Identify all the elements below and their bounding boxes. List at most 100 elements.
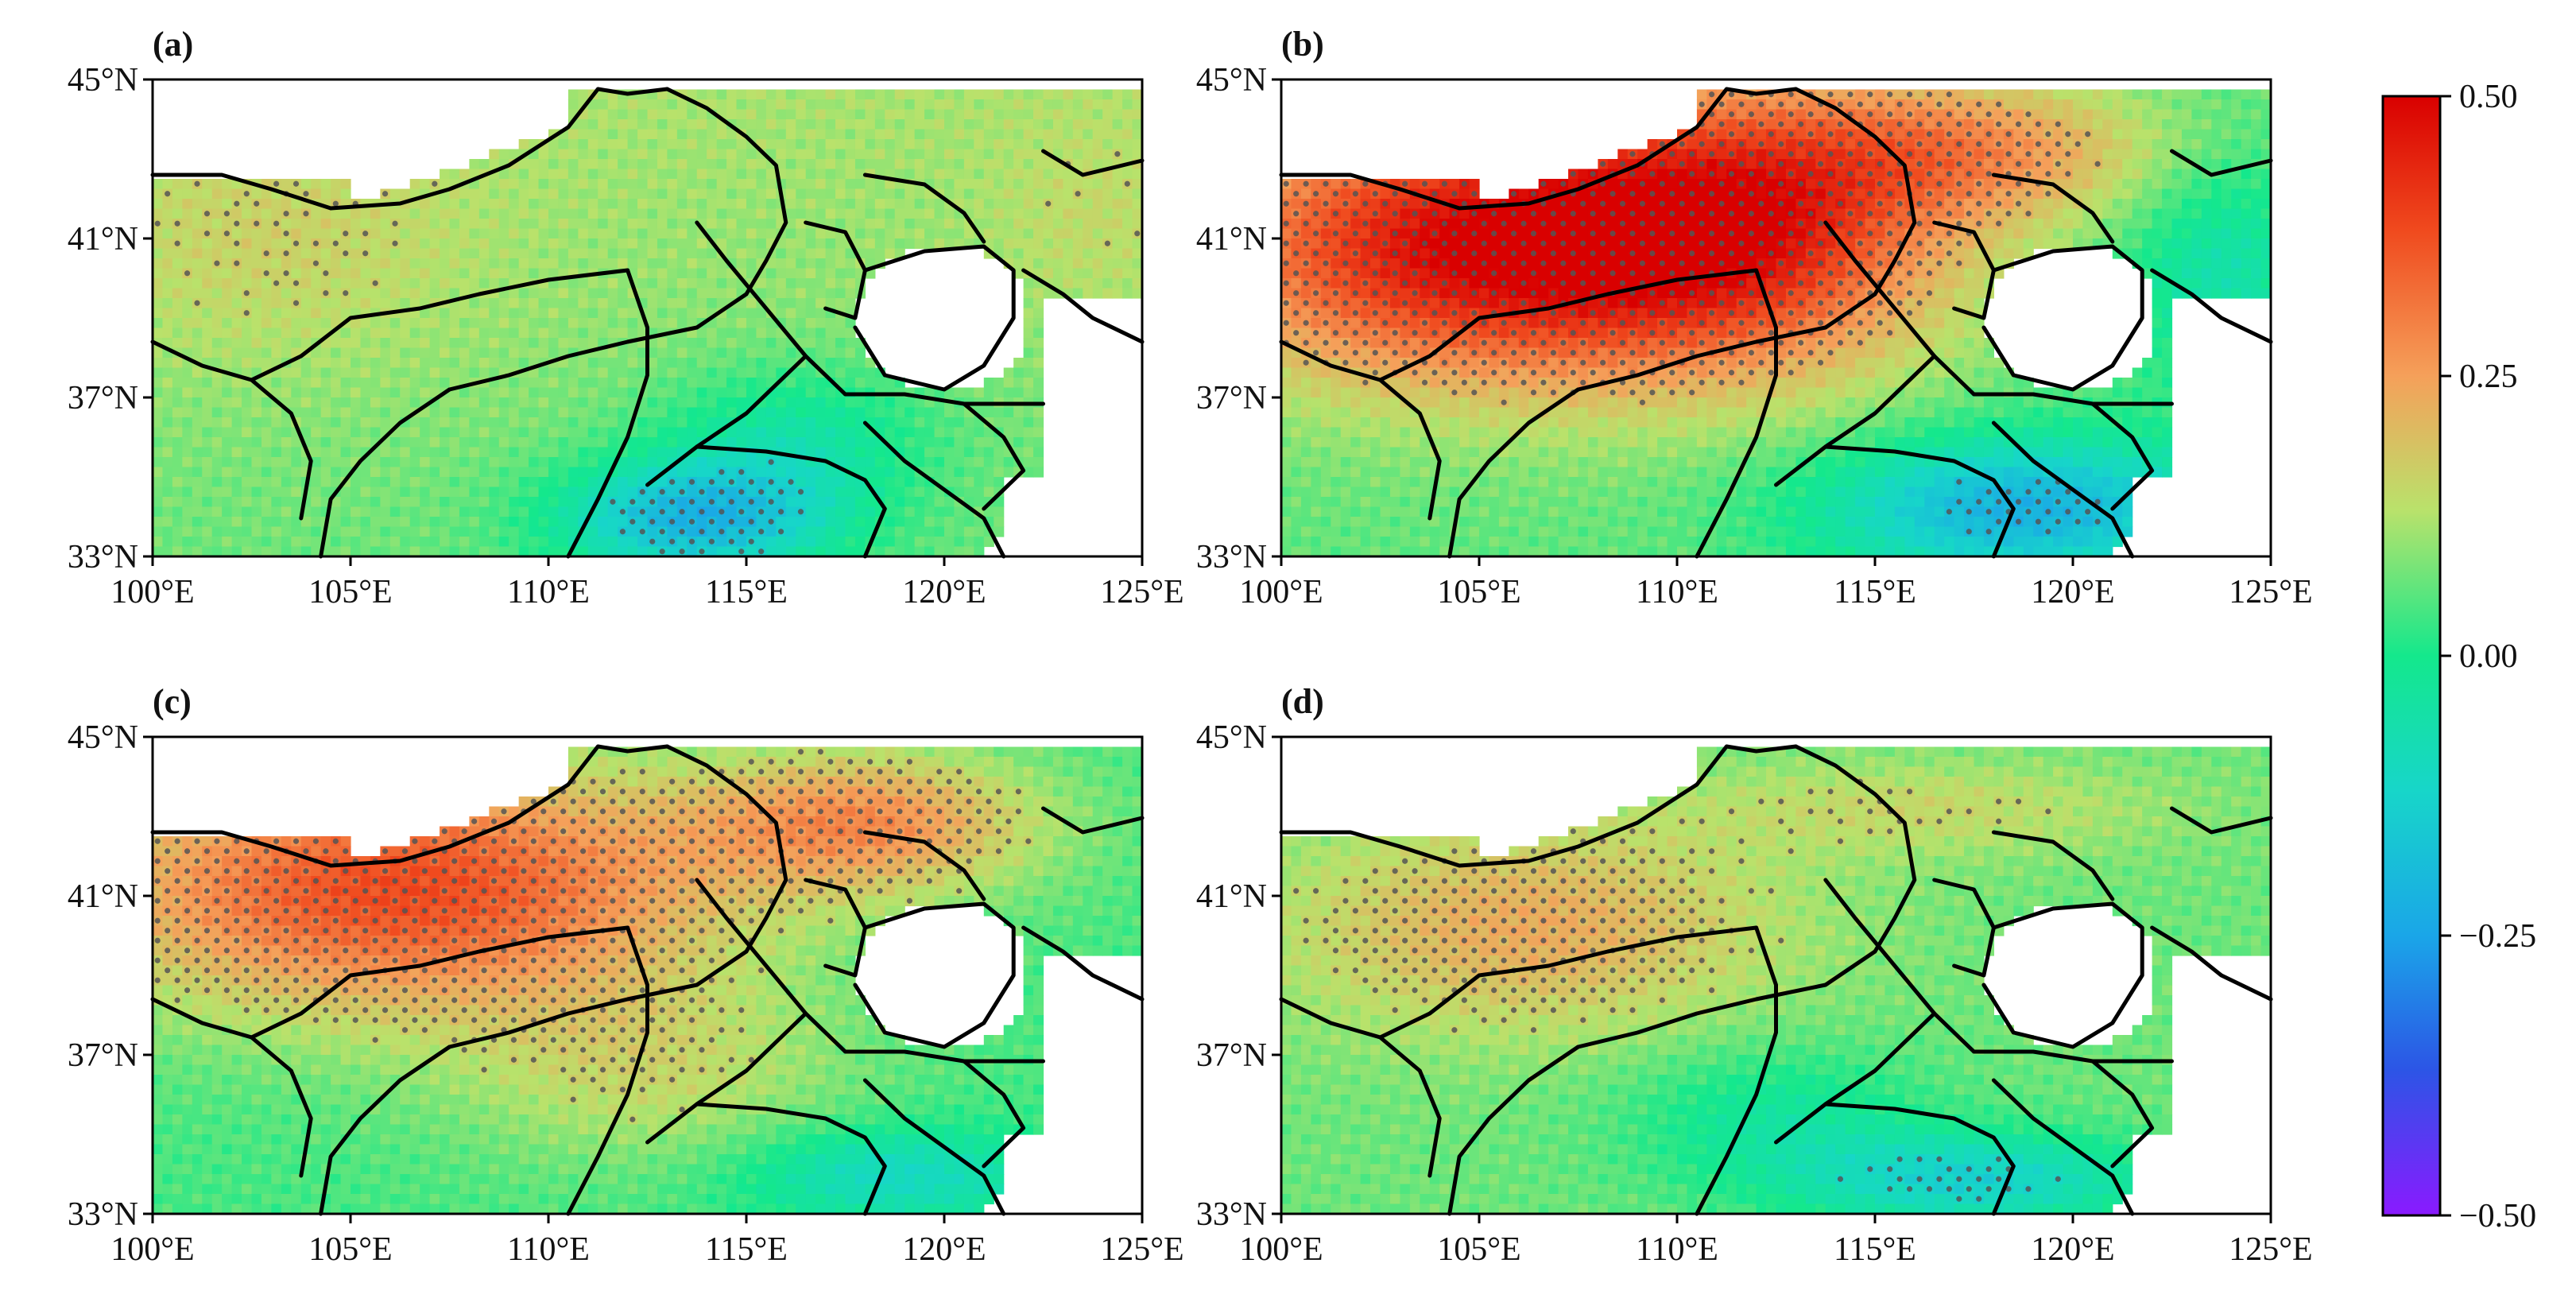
significance-dot	[292, 240, 300, 246]
field-cell	[409, 219, 420, 230]
field-cell	[963, 159, 974, 170]
field-cell	[905, 427, 916, 438]
field-cell	[785, 347, 796, 359]
field-cell	[587, 258, 598, 269]
significance-dot	[679, 489, 685, 495]
field-cell	[1083, 268, 1094, 279]
field-cell	[153, 477, 164, 488]
field-cell	[716, 378, 727, 389]
field-cell	[538, 437, 549, 448]
field-cell	[676, 358, 688, 369]
field-cell	[242, 457, 253, 468]
field-cell	[805, 328, 816, 339]
field-cell	[409, 248, 420, 259]
field-cell	[627, 477, 638, 488]
field-cell	[251, 526, 262, 537]
field-cell	[825, 447, 836, 458]
field-cell	[676, 517, 688, 528]
field-cell	[182, 238, 193, 250]
field-cell	[271, 486, 282, 498]
field-cell	[340, 328, 351, 339]
field-cell	[498, 427, 509, 438]
field-cell	[340, 179, 351, 190]
field-cell	[578, 447, 589, 458]
significance-dot	[223, 231, 230, 237]
field-cell	[2073, 109, 2084, 120]
field-cell	[380, 457, 391, 468]
field-cell	[1934, 149, 1945, 160]
field-cell	[529, 397, 540, 409]
field-cell	[498, 199, 509, 210]
field-cell	[914, 526, 925, 537]
field-cell	[380, 228, 391, 239]
field-cell	[805, 437, 816, 448]
field-cell	[1083, 278, 1094, 289]
field-cell	[518, 248, 529, 259]
field-cell	[815, 417, 827, 428]
field-cell	[351, 258, 362, 269]
field-cell	[509, 338, 520, 349]
field-cell	[607, 358, 618, 369]
field-cell	[1063, 129, 1074, 140]
field-cell	[825, 109, 836, 120]
field-cell	[429, 427, 440, 438]
field-cell	[954, 447, 965, 458]
field-cell	[192, 308, 203, 319]
field-cell	[459, 407, 470, 418]
field-cell	[1845, 139, 1856, 150]
field-cell	[657, 497, 668, 508]
field-cell	[2082, 169, 2094, 180]
field-cell	[776, 149, 787, 160]
field-cell	[182, 517, 193, 528]
field-cell	[905, 537, 916, 548]
significance-dot	[679, 509, 685, 515]
field-cell	[518, 378, 529, 389]
field-cell	[567, 288, 579, 299]
field-cell	[1102, 248, 1114, 259]
field-cell	[360, 318, 371, 329]
field-cell	[578, 129, 589, 140]
field-cell	[657, 139, 668, 150]
field-cell	[707, 219, 718, 230]
field-cell	[687, 457, 698, 468]
field-cell	[242, 278, 253, 289]
field-cell	[440, 397, 451, 409]
field-cell	[587, 169, 598, 180]
field-cell	[805, 99, 816, 110]
field-cell	[440, 537, 451, 548]
field-cell	[618, 417, 629, 428]
field-cell	[1736, 129, 1747, 140]
field-cell	[874, 407, 885, 418]
field-cell	[420, 457, 431, 468]
field-cell	[222, 199, 233, 210]
field-cell	[627, 318, 638, 329]
field-cell	[815, 437, 827, 448]
field-cell	[637, 278, 649, 289]
field-cell	[182, 219, 193, 230]
field-cell	[746, 427, 757, 438]
field-cell	[667, 437, 678, 448]
significance-dot	[738, 529, 745, 535]
field-cell	[934, 129, 945, 140]
field-cell	[172, 298, 183, 309]
field-cell	[796, 517, 807, 528]
field-cell	[954, 169, 965, 180]
field-cell	[578, 288, 589, 299]
field-cell	[1112, 109, 1123, 120]
field-cell	[281, 238, 292, 250]
field-cell	[587, 149, 598, 160]
field-cell	[647, 248, 658, 259]
field-cell	[311, 417, 322, 428]
field-cell	[944, 427, 955, 438]
field-cell	[1132, 109, 1143, 120]
field-cell	[994, 407, 1005, 418]
field-cell	[667, 208, 678, 219]
field-cell	[567, 486, 579, 498]
field-cell	[2112, 139, 2123, 150]
field-cell	[736, 387, 747, 398]
field-cell	[687, 188, 698, 200]
field-cell	[954, 387, 965, 398]
field-cell	[153, 387, 164, 398]
field-cell	[618, 99, 629, 110]
field-cell	[805, 228, 816, 239]
